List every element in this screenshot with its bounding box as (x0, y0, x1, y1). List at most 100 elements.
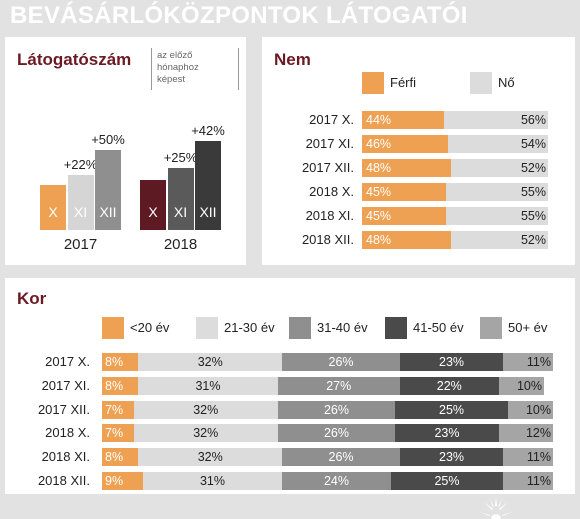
note-line: képest (157, 74, 185, 85)
gender-segment-ferfi: 46% (362, 135, 448, 153)
age-segment: 31% (142, 472, 283, 490)
age-value: 11% (526, 355, 551, 369)
gender-segment-ferfi: 45% (362, 183, 446, 201)
age-legend-label: <20 év (130, 320, 170, 335)
visitor-change-label: +25% (163, 149, 198, 165)
age-value: 25% (434, 474, 460, 488)
age-legend-swatch (480, 317, 502, 339)
age-segment: 27% (277, 376, 400, 395)
logo-icon (479, 496, 513, 519)
age-value: 22% (436, 378, 462, 393)
gender-row-label: 2017 X. (309, 112, 354, 127)
age-legend-swatch (289, 317, 311, 339)
visitor-bar-label: X (48, 203, 58, 220)
note-line: hónaphoz (157, 62, 199, 73)
age-value: 23% (439, 355, 465, 369)
age-legend-label: 21-30 év (224, 320, 275, 335)
age-row-label: 2017 XII. (37, 401, 90, 417)
age-value: 25% (439, 402, 465, 417)
age-segment: 8% (102, 353, 139, 371)
age-value: 10% (516, 378, 542, 393)
legend-label-ferfi: Férfi (390, 75, 416, 90)
visitors-panel-title: Látogatószám (17, 50, 132, 69)
gender-panel-title: Nem (274, 50, 311, 69)
age-value: 26% (323, 402, 350, 417)
gender-row-label: 2018 XII. (301, 232, 354, 247)
age-segment: 25% (390, 472, 504, 490)
age-segment: 8% (102, 376, 139, 395)
visitor-bar-label: X (148, 203, 158, 220)
age-segment: 23% (399, 353, 504, 371)
age-legend-label: 31-40 év (317, 320, 368, 335)
age-value: 27% (326, 378, 352, 393)
age-segment: 26% (282, 353, 400, 371)
legend-swatch-ferfi (362, 72, 384, 94)
age-segment: 32% (138, 448, 283, 467)
age-segment: 24% (282, 472, 391, 490)
age-segment: 11% (503, 448, 553, 467)
age-value: 7% (105, 402, 124, 417)
age-value: 8% (105, 378, 124, 393)
note-bracket (151, 48, 239, 90)
visitor-bar: XI (67, 174, 94, 230)
visitor-bar-label: XII (99, 203, 117, 220)
age-segment: 23% (395, 424, 499, 443)
visitor-year-label: 2018 (163, 236, 198, 253)
visitor-bar: XI (167, 167, 194, 230)
age-segment: 11% (503, 353, 553, 371)
age-panel-title: Kor (17, 289, 47, 308)
age-value: 26% (328, 355, 354, 369)
gender-value-ferfi: 48% (366, 233, 392, 247)
age-legend-label: 41-50 év (413, 320, 464, 335)
visitor-bar-label: XI (73, 204, 88, 220)
age-segment: 32% (138, 353, 283, 371)
gender-value-ferfi: 45% (366, 185, 392, 199)
gender-value-no: 56% (520, 113, 546, 127)
age-segment: 8% (102, 448, 139, 467)
age-value: 11% (526, 474, 551, 488)
age-segment: 26% (277, 424, 396, 443)
visitor-change-label: +42% (191, 122, 225, 138)
gender-value-no: 55% (520, 209, 546, 223)
age-value: 31% (199, 474, 225, 488)
age-value: 11% (526, 450, 551, 465)
age-legend-label: 50+ év (508, 320, 548, 335)
gender-segment-no: 56% (443, 111, 548, 129)
gender-segment-no: 55% (445, 207, 548, 225)
age-segment: 25% (395, 400, 508, 419)
age-segment: 32% (133, 400, 278, 419)
age-value: 32% (197, 450, 223, 465)
gender-row-label: 2018 XI. (305, 208, 354, 223)
age-segment: 7% (102, 400, 134, 419)
age-segment: 23% (399, 448, 504, 467)
age-segment: 26% (277, 400, 396, 419)
note-line: az előző (157, 50, 193, 61)
age-segment: 7% (102, 424, 134, 443)
gender-segment-no: 52% (451, 159, 548, 177)
age-row-label: 2017 XI. (41, 377, 90, 393)
age-value: 32% (193, 402, 219, 417)
gender-value-ferfi: 45% (366, 209, 392, 223)
visitor-bar: XII (95, 150, 121, 230)
gender-value-ferfi: 48% (366, 161, 392, 175)
age-value: 10% (525, 402, 551, 417)
visitor-change-label: +50% (91, 132, 125, 148)
gender-row-label: 2017 XI. (305, 136, 354, 151)
age-row-label: 2017 X. (45, 354, 90, 369)
age-value: 31% (195, 378, 221, 393)
gender-row-label: 2017 XII. (301, 160, 354, 175)
age-segment: 10% (507, 400, 553, 419)
gender-segment-ferfi: 48% (362, 159, 452, 177)
age-value: 24% (323, 474, 350, 488)
age-legend-swatch (385, 317, 407, 339)
age-row-label: 2018 XII. (37, 473, 90, 488)
gender-row-label: 2018 X. (309, 184, 354, 199)
age-value: 23% (434, 426, 460, 441)
age-value: 26% (328, 450, 354, 465)
gender-segment-ferfi: 48% (362, 231, 452, 249)
age-value: 32% (193, 426, 219, 441)
legend-swatch-no (470, 72, 492, 94)
age-legend-swatch (196, 317, 218, 339)
age-value: 8% (105, 450, 124, 465)
